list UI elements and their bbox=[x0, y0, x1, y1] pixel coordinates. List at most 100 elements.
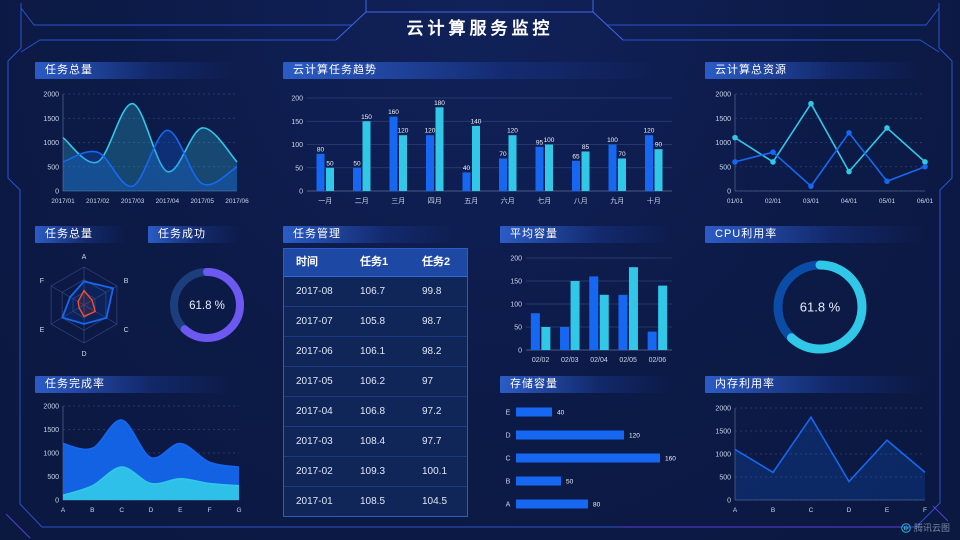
x-tick-label: 八月 bbox=[574, 197, 588, 205]
table-cell: 2017-04 bbox=[296, 406, 333, 417]
header-line-right-bottom bbox=[623, 39, 940, 53]
bar bbox=[618, 294, 628, 350]
table-cell: 99.8 bbox=[422, 286, 442, 297]
y-tick-label: 1500 bbox=[715, 116, 731, 123]
data-point-marker bbox=[808, 100, 814, 107]
table-cell: 2017-03 bbox=[296, 436, 333, 447]
table-cell: 2017-06 bbox=[296, 346, 333, 357]
data-point-marker bbox=[922, 163, 928, 170]
x-tick-label: A bbox=[733, 507, 738, 514]
panel-title-task-radar: 任务总量 bbox=[35, 226, 131, 243]
x-tick-label: 2017/04 bbox=[156, 198, 180, 205]
x-tick-label: 七月 bbox=[537, 196, 551, 205]
table-cell: 100.1 bbox=[422, 466, 448, 477]
y-tick-label: 500 bbox=[719, 164, 731, 171]
bar bbox=[326, 167, 334, 191]
x-tick-label: B bbox=[90, 507, 94, 514]
table-cell: 97.2 bbox=[422, 406, 442, 417]
table-cell: 2017-05 bbox=[296, 376, 333, 387]
cloud-resource-line-chart: 0 500 1000 1500 2000 01/01 02/01 03/01 04/01 05/0… bbox=[715, 92, 933, 206]
table-cell: 104.5 bbox=[422, 496, 448, 507]
task-total-area-chart: 0 500 1000 1500 2000 2017/01 2017/02 2017/03 201… bbox=[43, 92, 249, 206]
panel-title-task-trend: 云计算任务趋势 bbox=[283, 62, 680, 79]
x-tick-label: 03/01 bbox=[803, 198, 820, 205]
bar-value-label: 50 bbox=[566, 479, 574, 486]
y-tick-label: 0 bbox=[55, 189, 59, 196]
bar-value-label: 120 bbox=[629, 433, 640, 440]
bar-value-label: 120 bbox=[425, 128, 436, 135]
bar-value-label: 90 bbox=[655, 142, 663, 149]
x-tick-label: F bbox=[923, 507, 927, 514]
x-tick-label: 02/02 bbox=[532, 357, 550, 364]
watermark-text: 腾讯云图 bbox=[913, 523, 950, 533]
bar bbox=[499, 158, 507, 191]
table-cell: 106.1 bbox=[360, 346, 386, 357]
bar-value-label: 70 bbox=[618, 151, 626, 158]
data-point-marker bbox=[732, 159, 738, 165]
table-cell: 108.5 bbox=[360, 496, 386, 507]
data-point-marker bbox=[770, 149, 776, 155]
bar-value-label: 80 bbox=[593, 502, 601, 509]
panel-title-cpu-usage: CPU利用率 bbox=[705, 226, 935, 243]
completion-area-chart: 0 500 1000 1500 2000 A B C D E F G bbox=[43, 404, 241, 515]
data-point-marker bbox=[846, 130, 852, 136]
data-point-marker bbox=[770, 159, 776, 165]
table-header-cell: 任务2 bbox=[422, 256, 451, 268]
x-tick-label: F bbox=[208, 507, 212, 514]
radar-polygon bbox=[61, 280, 115, 325]
y-tick-label: 50 bbox=[514, 325, 522, 332]
bar bbox=[599, 294, 609, 350]
bar-value-label: 100 bbox=[607, 137, 618, 144]
y-tick-label: 150 bbox=[291, 119, 303, 126]
data-point-marker bbox=[732, 134, 738, 141]
donut-value-arc bbox=[170, 268, 244, 342]
bar-value-label: 65 bbox=[572, 153, 580, 160]
bar bbox=[516, 453, 660, 463]
bar bbox=[516, 430, 624, 440]
bar bbox=[545, 144, 553, 191]
y-tick-label: 1000 bbox=[715, 140, 731, 147]
series-line bbox=[62, 466, 240, 497]
bar-value-label: 50 bbox=[326, 160, 334, 167]
table-header-cell: 任务1 bbox=[360, 256, 389, 268]
donut-center-label: 61.8 % bbox=[800, 300, 841, 315]
bar bbox=[353, 167, 361, 191]
bar bbox=[516, 499, 588, 509]
y-category-label: D bbox=[505, 433, 510, 440]
bar-value-label: 160 bbox=[665, 456, 676, 463]
x-tick-label: C bbox=[119, 507, 124, 514]
panel-title-task-success: 任务成功 bbox=[148, 226, 245, 243]
bar bbox=[508, 135, 517, 191]
y-tick-label: 200 bbox=[510, 256, 522, 263]
x-tick-label: 2017/05 bbox=[190, 198, 214, 205]
bar bbox=[618, 158, 626, 191]
bar bbox=[472, 125, 480, 191]
radar-spoke bbox=[83, 285, 118, 306]
avg-capacity-bar-chart: 0 50 100 150 200 02/02 02/03 02/04 02/05 02/06 bbox=[510, 256, 672, 364]
bar bbox=[541, 327, 551, 350]
y-tick-label: 1000 bbox=[715, 452, 731, 459]
series-area bbox=[63, 130, 237, 191]
bar bbox=[462, 172, 471, 191]
y-tick-label: 50 bbox=[295, 165, 303, 172]
radar-axis-label: D bbox=[81, 351, 86, 358]
bar bbox=[570, 281, 580, 350]
watermark: 腾讯云图 bbox=[901, 521, 950, 534]
watermark-logo-icon bbox=[901, 522, 911, 533]
x-tick-label: 02/01 bbox=[765, 198, 782, 205]
y-tick-label: 0 bbox=[518, 348, 522, 355]
table-cell: 105.8 bbox=[360, 316, 386, 327]
x-tick-label: 2017/06 bbox=[225, 198, 249, 205]
panel-title-completion: 任务完成率 bbox=[35, 376, 245, 393]
table-row: 2017-01 108.5 104.5 bbox=[284, 487, 467, 516]
bar-value-label: 80 bbox=[317, 146, 325, 153]
table-header-cell: 时间 bbox=[296, 256, 318, 268]
data-point-marker bbox=[884, 178, 890, 185]
series-line bbox=[734, 102, 926, 173]
bar-value-label: 120 bbox=[398, 128, 409, 135]
data-point-marker bbox=[922, 159, 928, 165]
bar-value-label: 70 bbox=[499, 151, 507, 158]
x-tick-label: E bbox=[178, 507, 183, 514]
table-cell: 97 bbox=[422, 376, 434, 387]
x-tick-label: 十月 bbox=[647, 196, 661, 205]
